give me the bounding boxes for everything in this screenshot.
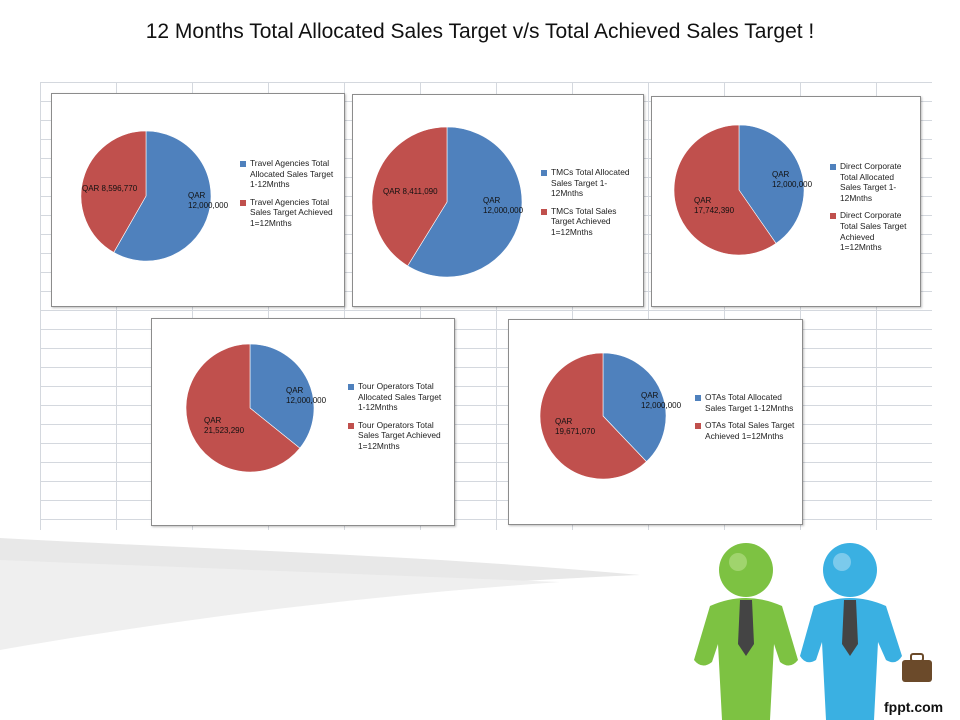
legend-label: Tour Operators Total Sales Target Achiev… [358, 419, 441, 451]
legend-swatch [541, 170, 547, 176]
chart-legend: Travel Agencies Total Allocated Sales Ta… [240, 158, 340, 236]
legend-item: Tour Operators Total Sales Target Achiev… [348, 420, 450, 452]
data-label-achieved: QAR 8,596,770 [82, 184, 138, 193]
legend-label: TMCs Total Allocated Sales Target 1-12Mn… [551, 167, 630, 199]
pie-slice-allocated [602, 352, 667, 463]
blue-person-head [823, 543, 877, 597]
legend-label: Travel Agencies Total Allocated Sales Ta… [250, 158, 334, 190]
legend-item: Direct Corporate Total Sales Target Achi… [830, 210, 916, 252]
business-people-illustration [694, 543, 932, 720]
pie-slice-achieved [673, 124, 777, 256]
legend-item: Travel Agencies Total Sales Target Achie… [240, 197, 340, 229]
pie-chart-tour-operators: QAR 12,000,000 QAR 21,523,290 Tour Operators… [151, 318, 455, 526]
data-label-allocated: QAR 12,000,000 [772, 170, 813, 189]
data-label-allocated: QAR 12,000,000 [483, 196, 524, 215]
green-person-body [694, 598, 798, 720]
slide-title: 12 Months Total Allocated Sales Target v… [145, 20, 815, 43]
data-label-achieved: QAR 21,523,290 [204, 416, 245, 435]
legend-swatch [348, 422, 354, 429]
swoosh-decoration [0, 538, 640, 650]
chart-legend: Tour Operators Total Allocated Sales Tar… [348, 381, 450, 459]
pie-slice-allocated [113, 130, 212, 262]
pie-svg: QAR 12,000,000 QAR 8,596,770 [80, 130, 229, 262]
legend-item: Direct Corporate Total Allocated Sales T… [830, 161, 916, 203]
green-person-head [719, 543, 773, 597]
legend-item: OTAs Total Allocated Sales Target 1-12Mn… [695, 392, 799, 413]
pie-slice-achieved [80, 130, 147, 253]
legend-item: TMCs Total Sales Target Achieved 1=12Mnt… [541, 206, 637, 238]
data-label-achieved: QAR 8,411,090 [383, 187, 438, 196]
legend-label: Travel Agencies Total Sales Target Achie… [250, 196, 333, 228]
fppt-logo-text: fppt.com [884, 699, 944, 715]
data-label-achieved: QAR 19,671,070 [555, 417, 596, 436]
pie-svg: QAR 12,000,000 QAR 21,523,290 [185, 343, 327, 473]
pie-slice-allocated [407, 126, 523, 278]
data-label-allocated: QAR 12,000,000 [286, 386, 327, 405]
legend-swatch [240, 199, 246, 206]
legend-swatch [695, 395, 701, 401]
pie-chart-otas: QAR 12,000,000 QAR 19,671,070 OTAs Total All… [508, 319, 803, 525]
pie-chart-direct-corporate: QAR 12,000,000 QAR 17,742,390 Direct Corpora… [651, 96, 921, 307]
legend-swatch [240, 161, 246, 167]
chart-legend: Direct Corporate Total Allocated Sales T… [830, 161, 916, 260]
legend-item: Travel Agencies Total Allocated Sales Ta… [240, 158, 340, 190]
blue-person-body [800, 598, 902, 720]
data-label-allocated: QAR 12,000,000 [188, 191, 229, 210]
pie-chart-travel-agencies: QAR 12,000,000 QAR 8,596,770 Travel Agencie… [51, 93, 345, 307]
chart-legend: TMCs Total Allocated Sales Target 1-12Mn… [541, 167, 637, 245]
pie-slice-achieved [539, 352, 647, 480]
legend-swatch [830, 213, 836, 220]
pie-chart-tmcs: QAR 12,000,000 QAR 8,411,090 TMCs Total All… [352, 94, 644, 307]
legend-item: TMCs Total Allocated Sales Target 1-12Mn… [541, 167, 637, 199]
pie-slice-allocated [738, 124, 805, 244]
pie-svg: QAR 12,000,000 QAR 19,671,070 [539, 352, 682, 480]
data-label-allocated: QAR 12,000,000 [641, 391, 682, 410]
legend-swatch [541, 208, 547, 215]
legend-label: Direct Corporate Total Allocated Sales T… [840, 161, 902, 203]
legend-swatch [348, 384, 354, 390]
legend-label: TMCs Total Sales Target Achieved 1=12Mnt… [551, 205, 617, 237]
legend-item: OTAs Total Sales Target Achieved 1=12Mnt… [695, 420, 799, 441]
pie-slice-achieved [371, 126, 448, 267]
legend-swatch [830, 164, 836, 170]
pie-slice-allocated [249, 343, 315, 449]
pie-svg: QAR 12,000,000 QAR 8,411,090 [371, 126, 524, 278]
data-label-achieved: QAR 17,742,390 [694, 196, 735, 215]
legend-swatch [695, 423, 701, 430]
legend-label: Direct Corporate Total Sales Target Achi… [840, 210, 907, 253]
legend-item: Tour Operators Total Allocated Sales Tar… [348, 381, 450, 413]
pie-slice-achieved [185, 343, 301, 473]
briefcase-icon [902, 660, 932, 682]
legend-label: OTAs Total Sales Target Achieved 1=12Mnt… [705, 420, 795, 441]
chart-legend: OTAs Total Allocated Sales Target 1-12Mn… [695, 392, 799, 448]
legend-label: OTAs Total Allocated Sales Target 1-12Mn… [705, 392, 794, 413]
pie-svg: QAR 12,000,000 QAR 17,742,390 [673, 124, 813, 256]
legend-label: Tour Operators Total Allocated Sales Tar… [358, 381, 442, 413]
